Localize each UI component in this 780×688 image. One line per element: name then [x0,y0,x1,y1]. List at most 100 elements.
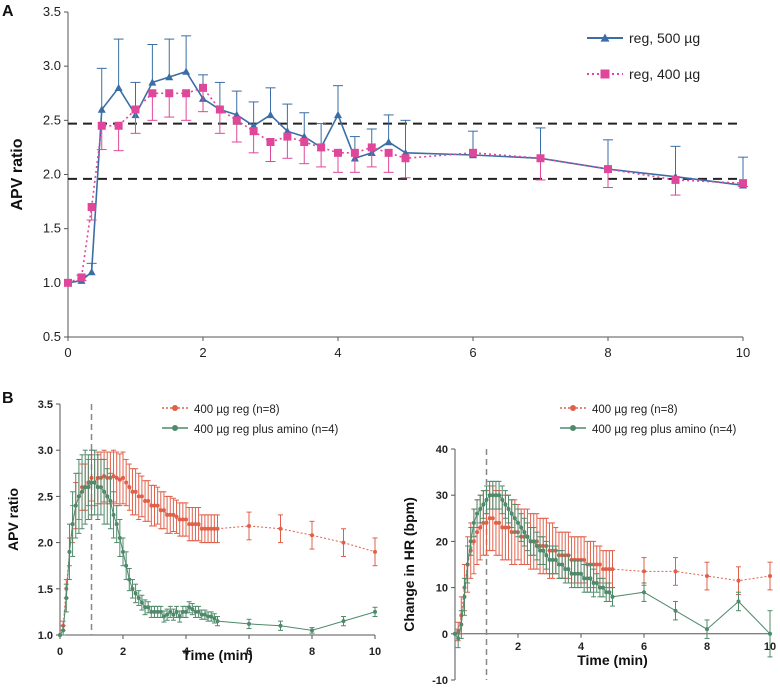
data-point [705,627,709,632]
data-point [127,577,132,582]
data-point [544,553,549,558]
data-point [310,628,314,633]
y-tick-label: 20 [436,536,448,548]
data-point [471,520,476,525]
data-point [86,485,91,490]
data-point [143,605,148,610]
data-point [484,520,489,525]
data-point [582,557,587,562]
data-point [121,475,125,480]
data-point [594,562,599,567]
data-point [184,517,188,522]
data-point [604,165,612,174]
data-point [148,89,157,98]
data-point [77,273,86,282]
data-point [215,619,220,624]
legend-label: 400 µg reg (n=8) [194,404,280,416]
data-point [569,571,574,576]
data-point [143,499,148,504]
data-point [136,494,141,499]
data-point [202,526,207,531]
data-point [278,526,283,531]
y-tick-label: 40 [436,444,448,456]
data-point [490,516,495,521]
data-point [215,105,224,114]
data-point [534,544,539,549]
data-point [64,596,69,601]
data-point [139,600,144,605]
data-point [177,517,182,522]
x-tick-label: 10 [736,345,750,360]
data-point [190,522,195,527]
data-point [493,493,498,498]
y-axis-label: Change in HR (bpm) [401,497,417,632]
series-1 [58,449,378,637]
data-point [161,508,166,513]
data-point [76,494,81,499]
data-point [278,623,283,628]
data-point [161,614,166,619]
data-point [673,608,678,613]
data-point [114,83,123,92]
data-point [171,612,176,617]
y-tick-label: 3.0 [38,445,53,457]
data-point [133,591,138,596]
data-point [503,502,508,507]
data-point [105,494,110,499]
panel-label-a: A [2,3,14,20]
data-point [503,525,508,530]
data-point [97,121,106,130]
data-point [108,499,113,504]
x-tick-label: 0 [57,646,63,658]
data-point [560,562,565,567]
series-0 [58,449,378,637]
data-point [607,590,612,595]
data-point [199,612,204,617]
data-point [136,596,141,601]
data-point [114,121,123,130]
data-point [212,616,217,621]
legend-label: 400 µg reg (n=8) [592,404,678,416]
data-point [516,520,520,525]
data-point [334,148,342,157]
data-point [266,110,275,119]
data-point [490,493,495,498]
data-point [97,105,106,113]
y-tick-label: 0 [442,629,448,641]
data-point [500,497,505,502]
y-tick-label: 3.5 [38,399,53,411]
data-point [610,567,615,572]
data-point [373,609,377,614]
data-point [384,138,393,146]
data-point [456,636,461,641]
data-point [232,110,241,119]
data-point [165,73,174,81]
data-point [475,530,480,535]
data-point [310,533,314,538]
data-point [80,489,85,494]
data-point [506,525,511,530]
data-point [184,609,188,614]
data-point [525,534,530,539]
legend-marker [600,69,610,79]
data-point [671,175,680,184]
data-point [487,516,492,521]
data-point [493,520,498,525]
data-point [642,590,646,595]
y-tick-label: -10 [432,675,448,687]
data-point [487,493,492,498]
data-point [117,477,122,482]
data-point [585,576,590,581]
series-1 [453,480,773,658]
data-point [249,127,258,136]
data-point [111,474,116,479]
data-point [384,148,393,157]
data-point [124,480,129,485]
data-point [601,567,606,572]
data-point [642,569,646,574]
x-tick-label: 8 [309,646,315,658]
x-tick-label: 10 [369,646,381,658]
legend-marker [600,33,610,42]
data-point [247,621,251,626]
data-point [509,530,514,535]
